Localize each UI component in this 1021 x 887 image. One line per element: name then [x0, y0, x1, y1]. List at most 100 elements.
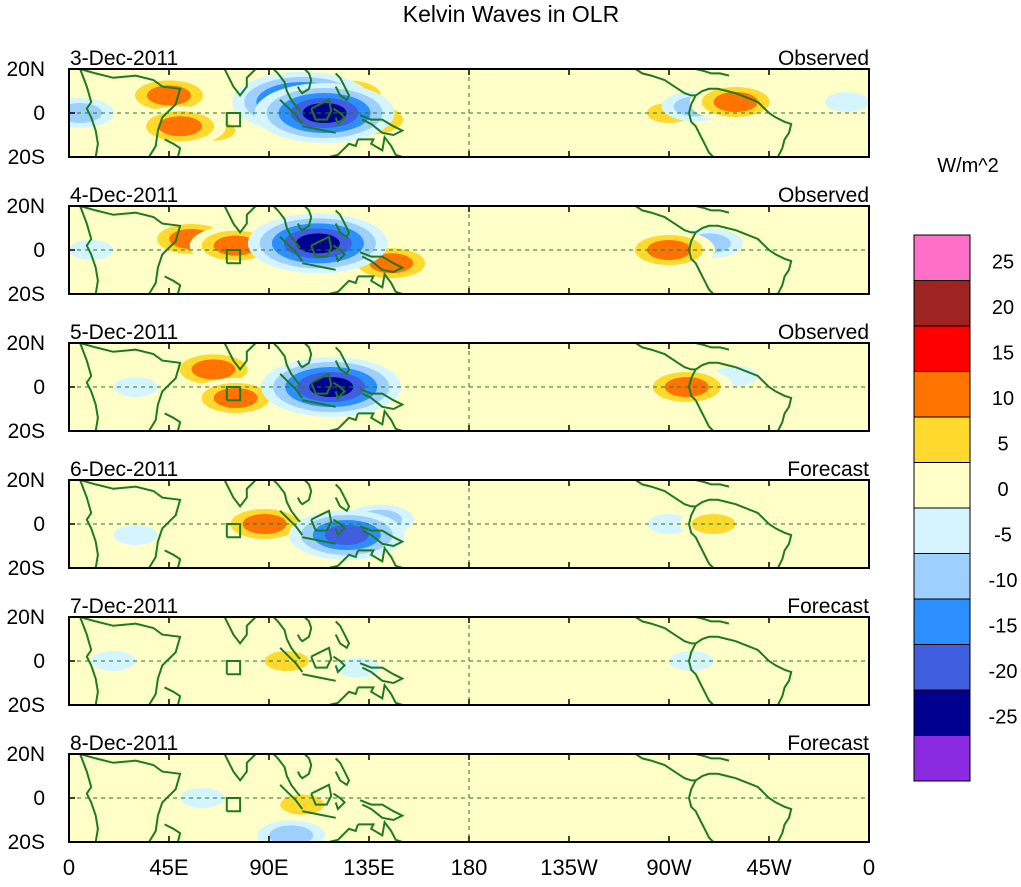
colorbar-units: W/m^2 [937, 155, 999, 177]
coastline-11 [359, 662, 405, 685]
x-tick-label: 180 [451, 855, 488, 880]
colorbar-swatch-10 [913, 644, 971, 691]
coastline-4 [193, 480, 301, 523]
panel-2: 20N 0 20S 4-Dec-2011 Observed [6, 184, 870, 306]
colorbar-swatch-12 [913, 735, 971, 782]
coastline-16 [687, 642, 715, 705]
y-tick-label: 20S [8, 146, 45, 169]
panel-date: 6-Dec-2011 [70, 458, 178, 481]
coastline-9 [334, 209, 351, 239]
x-tick-label: 90E [249, 855, 288, 880]
colorbar-label: 20 [992, 297, 1014, 319]
colorbar-label: 10 [992, 388, 1014, 410]
coastline-9 [334, 346, 351, 376]
panel-date: 5-Dec-2011 [70, 321, 178, 344]
coastline-1 [79, 343, 182, 431]
coastline-12 [357, 271, 403, 294]
colorbar-label: 5 [997, 434, 1008, 456]
coastline-9 [334, 757, 351, 787]
colorbar-label: -10 [989, 570, 1018, 592]
colorbar-swatch-5 [913, 416, 971, 463]
coastline-13 [328, 687, 359, 705]
coastline-1 [79, 480, 182, 568]
coastline-5 [279, 99, 304, 125]
anomaly-contour-4-2 [691, 514, 736, 534]
panel-date: 8-Dec-2011 [70, 732, 178, 755]
colorbar-label: -25 [989, 707, 1018, 729]
coastline-7 [310, 646, 333, 669]
coastline-7 [310, 235, 333, 258]
coastline-10 [332, 244, 347, 263]
coastline-11 [359, 251, 405, 274]
coastline-16 [687, 231, 715, 294]
y-tick-label: 20N [6, 195, 45, 218]
anomaly-contour-3-1 [580, 651, 625, 671]
panel-4: 20N 0 20S 6-Dec-2011 Forecast [6, 458, 870, 580]
coastline-9 [334, 72, 351, 102]
coastline-13 [328, 139, 359, 157]
colorbar-label: 15 [992, 343, 1014, 365]
coastline-12 [357, 545, 403, 568]
x-tick-label: 0 [863, 855, 875, 880]
coastline-8 [297, 69, 313, 95]
panel-status: Observed [778, 184, 869, 207]
coastline-11 [359, 388, 405, 411]
panel-status: Forecast [787, 732, 869, 755]
coastline-9 [334, 620, 351, 650]
colorbar-label: -15 [989, 616, 1018, 638]
coastline-14 [635, 617, 696, 645]
coastline-16 [687, 779, 715, 842]
coastline-10 [332, 655, 347, 674]
coastline-11 [359, 525, 405, 548]
panel-status: Forecast [787, 595, 869, 618]
coastline-13 [328, 550, 359, 568]
x-tick-label: 135E [343, 855, 394, 880]
coastline-15 [695, 224, 793, 294]
coastline-15 [695, 498, 793, 568]
colorbar-swatch-4 [913, 371, 971, 418]
coastline-6 [302, 536, 336, 545]
coastline-17 [684, 343, 730, 351]
y-tick-label: 0 [33, 513, 45, 536]
colorbar-swatch-3 [913, 325, 971, 372]
coastline-1 [79, 69, 182, 157]
y-tick-label: 0 [33, 239, 45, 262]
coastlines [79, 343, 793, 431]
coastline-17 [684, 69, 730, 77]
x-tick-label: 90W [646, 855, 691, 880]
coastline-5 [279, 647, 304, 673]
coastline-1 [79, 206, 182, 294]
colorbar-swatch-11 [913, 689, 971, 736]
x-tick-label: 45E [149, 855, 188, 880]
colorbar-swatch-9 [913, 598, 971, 645]
y-tick-label: 20N [6, 606, 45, 629]
panel-status: Observed [778, 47, 869, 70]
coastline-17 [684, 754, 730, 762]
coastline-3 [164, 412, 182, 431]
anomaly-contour-3-1 [180, 788, 225, 808]
chart-title: Kelvin Waves in OLR [403, 1, 619, 27]
anomaly-contour-5-3 [213, 388, 258, 408]
coastline-7 [310, 783, 333, 806]
coastline-14 [635, 754, 696, 782]
coastline-6 [302, 125, 336, 134]
coastline-10 [332, 518, 347, 537]
x-axis: 0 45E 90E 135E 180 135W 90W 45W 0 [63, 855, 875, 880]
anomaly-contour-1-1 [824, 92, 869, 112]
coastline-11 [359, 799, 405, 822]
y-tick-label: 0 [33, 102, 45, 125]
coastline-12 [357, 408, 403, 431]
y-tick-label: 20N [6, 58, 45, 81]
y-tick-label: 20S [8, 420, 45, 443]
panel-date: 3-Dec-2011 [70, 47, 178, 70]
coastline-8 [297, 206, 313, 232]
anomaly-field [180, 788, 580, 842]
coastline-7 [310, 509, 333, 532]
y-tick-label: 20N [6, 743, 45, 766]
coastline-8 [297, 343, 313, 369]
coastline-10 [332, 107, 347, 126]
colorbar-label: -5 [994, 525, 1012, 547]
colorbar-swatch-1 [913, 234, 971, 281]
coastline-14 [635, 206, 696, 234]
coastline-4 [193, 754, 301, 797]
